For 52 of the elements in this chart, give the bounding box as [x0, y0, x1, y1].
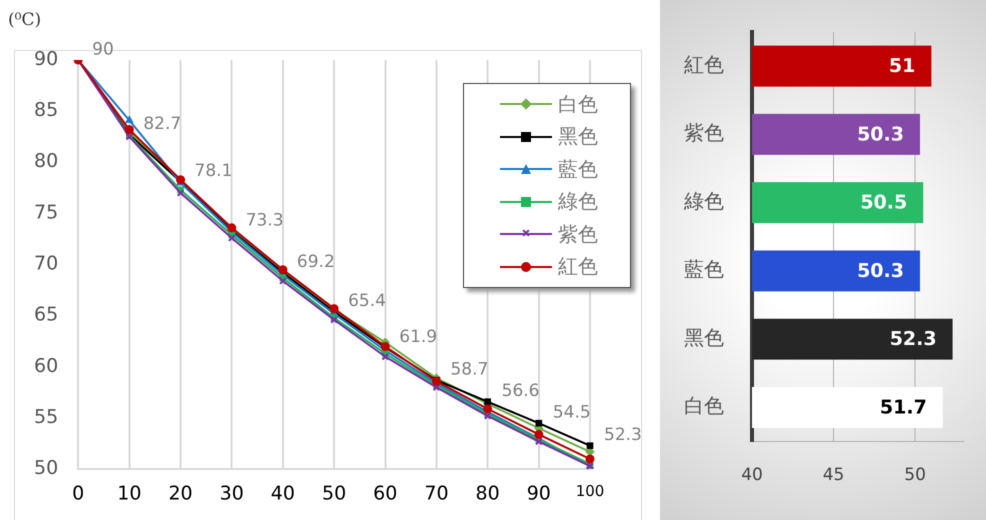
legend-label: 黑色 [558, 123, 598, 150]
data-label: 69.2 [296, 252, 335, 272]
y-tick-label: 65 [34, 304, 58, 326]
y-tick-label: 紫色 [684, 120, 724, 145]
data-label: 73.3 [246, 210, 284, 230]
x-tick-label: 90 [526, 482, 551, 505]
x-tick-label: 70 [424, 482, 449, 505]
x-tick-label: 60 [373, 482, 398, 505]
x-tick-label: 40 [270, 482, 295, 505]
x-tick-label: 50 [904, 465, 926, 486]
legend-label: 白色 [558, 90, 598, 118]
data-label: 51 [888, 55, 916, 78]
y-tick-label: 黑色 [684, 325, 724, 350]
data-label: 51.7 [880, 396, 927, 418]
data-label: 58.7 [450, 360, 488, 380]
y-tick-label: 綠色 [683, 188, 724, 213]
y-tick-label: 85 [34, 99, 58, 122]
y-tick-label: 紅色 [684, 52, 724, 76]
y-tick-label: 藍色 [684, 257, 724, 282]
x-tick-label: 80 [476, 482, 500, 505]
x-tick-label: 30 [220, 482, 244, 505]
legend-label: 紫色 [558, 220, 598, 248]
x-tick-label: 20 [168, 482, 193, 505]
legend-label: 紅色 [558, 253, 598, 280]
x-tick-label: 50 [322, 482, 346, 505]
y-tick-label: 75 [34, 201, 58, 224]
y-tick-label: 70 [34, 252, 58, 275]
data-label: 50.5 [860, 192, 908, 214]
data-label: 65.4 [348, 291, 386, 312]
x-tick-label: 0 [72, 482, 84, 505]
data-label: 52.3 [890, 328, 937, 350]
y-axis-title: (⁰C) [8, 10, 42, 30]
legend-label: 藍色 [558, 156, 598, 183]
y-tick-label: 55 [34, 406, 58, 428]
data-label: 90 [92, 39, 114, 60]
data-label: 54.5 [552, 402, 591, 423]
x-tick-label: 100 [576, 482, 604, 500]
y-tick-label: 90 [34, 48, 58, 70]
data-label: 61.9 [399, 326, 438, 347]
x-tick-label: 40 [741, 465, 763, 486]
y-tick-label: 白色 [684, 394, 724, 418]
data-label: 52.3 [604, 425, 642, 446]
legend-label: 綠色 [558, 188, 598, 216]
data-label: 50.3 [857, 260, 904, 282]
data-label: 56.6 [502, 381, 540, 402]
y-tick-label: 80 [34, 150, 58, 172]
data-label: 82.7 [143, 114, 182, 134]
y-tick-label: 60 [34, 354, 58, 377]
data-label: 78.1 [194, 161, 232, 182]
x-tick-label: 45 [822, 465, 844, 486]
x-tick-label: 10 [117, 482, 142, 505]
data-label: 50.3 [857, 123, 904, 146]
